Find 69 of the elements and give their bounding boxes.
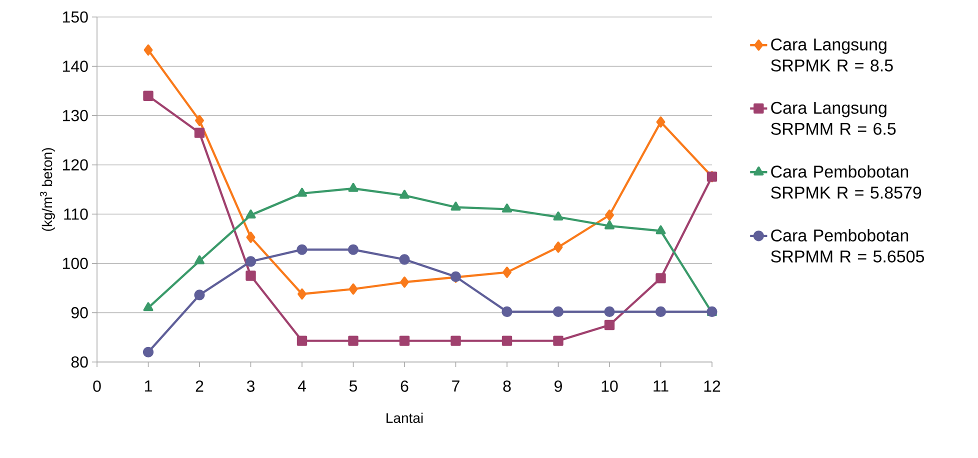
point	[194, 255, 205, 264]
point	[296, 336, 308, 346]
point	[348, 244, 359, 255]
point	[656, 116, 666, 128]
y-tick-label: 80	[71, 356, 88, 368]
x-tick-label: 7	[452, 380, 460, 392]
point	[194, 290, 205, 300]
y-tick-label: 150	[63, 11, 88, 23]
legend-label: Cara Langsung SRPMM R = 6.5	[771, 102, 896, 135]
legend-label: Cara Langsung SRPMK R = 8.5	[771, 38, 893, 72]
point	[194, 128, 205, 138]
x-tick-label: 9	[554, 380, 562, 392]
y-tick-label: 100	[63, 258, 88, 270]
point	[399, 254, 410, 265]
y-tick-label: 110	[64, 208, 88, 220]
point	[348, 336, 358, 346]
point	[553, 336, 564, 346]
point	[399, 336, 410, 346]
x-tick-label: 12	[704, 380, 720, 392]
point	[450, 336, 461, 346]
x-tick-label: 11	[654, 380, 668, 392]
point	[246, 232, 256, 243]
x-tick-label: 6	[400, 380, 408, 392]
x-tick-label: 4	[298, 380, 306, 392]
y-tick-label: 90	[71, 307, 88, 318]
point	[502, 266, 512, 278]
x-tick-label: 2	[196, 380, 204, 392]
x-tick-label: 1	[145, 380, 152, 392]
point	[143, 302, 154, 312]
point	[296, 244, 308, 255]
point	[502, 204, 512, 213]
y-tick-label: 130	[63, 110, 88, 122]
point	[298, 288, 306, 300]
point	[502, 336, 512, 346]
x-tick-label: 3	[246, 380, 254, 392]
point	[246, 270, 256, 281]
legend-label: Cara Pembobotan SRPMM R = 5.6505	[771, 229, 924, 262]
point	[348, 182, 358, 192]
point	[400, 190, 410, 199]
point	[604, 320, 615, 330]
point	[246, 210, 256, 218]
point	[604, 220, 614, 230]
x-axis-title: Lantai	[386, 412, 423, 423]
y-tick-label: 120	[63, 159, 88, 171]
point	[450, 202, 461, 211]
point	[604, 306, 615, 318]
point	[502, 306, 512, 318]
x-tick-label: 8	[503, 380, 511, 392]
point	[245, 256, 256, 267]
point	[552, 306, 564, 318]
point	[605, 210, 614, 221]
point	[348, 283, 358, 295]
x-tick-label: 10	[602, 380, 618, 392]
point	[195, 114, 204, 126]
point	[554, 242, 563, 253]
x-tick-label: 5	[349, 380, 358, 392]
x-tick-label: 0	[93, 380, 101, 392]
point	[656, 273, 666, 284]
point	[297, 188, 308, 197]
point	[553, 211, 564, 220]
point	[143, 90, 154, 101]
point	[144, 44, 153, 56]
point	[655, 306, 666, 318]
legend-label: Cara Pembobotan SRPMK R = 5.8579	[771, 165, 922, 199]
y-axis-title: (kg/m$^{3}$ beton)	[40, 148, 55, 231]
y-tick-label: 140	[63, 60, 88, 72]
point	[656, 225, 666, 234]
point	[400, 276, 409, 288]
point	[142, 346, 154, 358]
